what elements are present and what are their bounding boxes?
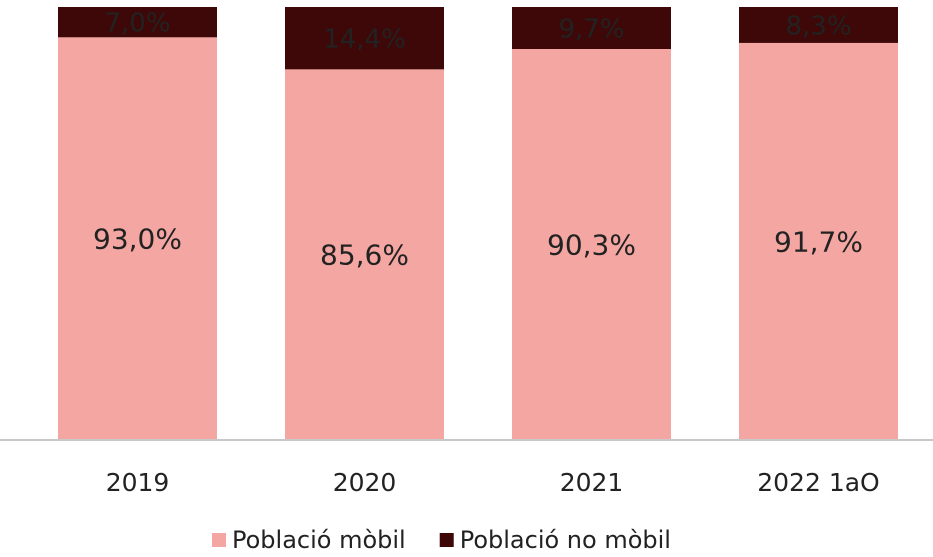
value-label: 9,7% [558,15,624,45]
x-tick-label: 2020 [333,468,397,497]
bar-segment [739,7,898,43]
bar-segment [58,7,217,38]
legend-label: Població mòbil [232,526,406,554]
value-label: 14,4% [323,25,406,55]
value-label: 85,6% [320,239,409,272]
value-label: 90,3% [547,229,636,262]
legend-swatch [212,533,226,547]
bar-segment [512,7,671,50]
legend-swatch [439,533,454,547]
bar-segment [285,7,444,70]
value-label: 91,7% [774,225,863,258]
bar-segment [58,37,217,441]
legend-label: Població no mòbil [460,526,671,554]
value-label: 7,0% [104,9,170,39]
value-label: 93,0% [93,223,182,256]
x-tick-label: 2021 [560,468,624,497]
x-tick-label: 2019 [106,468,170,497]
bar-segment [285,69,444,441]
value-label: 8,3% [785,11,851,41]
bar-segment [739,42,898,441]
x-tick-label: 2022 1aO [757,468,879,497]
bar-segment [512,49,671,440]
